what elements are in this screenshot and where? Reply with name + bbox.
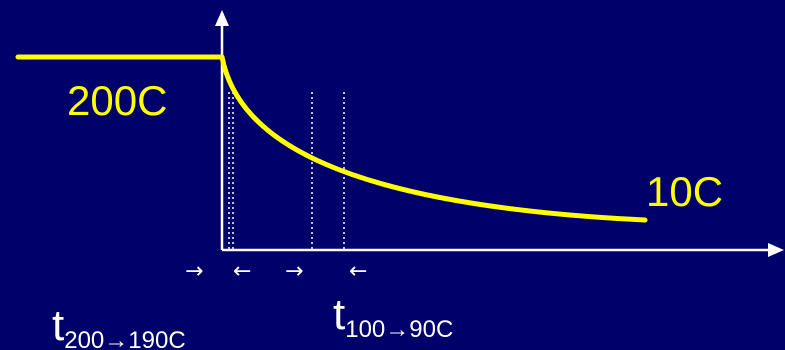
interval-1-subscript: 200→190C xyxy=(64,327,185,350)
interval-2-annotation: t100→90C xyxy=(333,290,453,343)
interval-1-left-arrow: ← xyxy=(233,259,251,284)
interval-2-base: t xyxy=(333,290,345,339)
initial-temp-label: 200C xyxy=(67,77,167,124)
interval-1-base: t xyxy=(52,301,64,350)
final-temp-label: 10C xyxy=(646,168,723,215)
interval-2-right-arrow: → xyxy=(285,259,303,284)
arrow-right-icon xyxy=(768,243,784,257)
arrow-up-icon xyxy=(215,10,229,26)
interval-1-right-arrow: → xyxy=(185,259,203,284)
interval-2-subscript: 100→90C xyxy=(345,316,453,343)
temperature-curve xyxy=(15,54,648,223)
interval-2-left-arrow: ← xyxy=(349,259,367,284)
interval-1-annotation: t200→190C xyxy=(52,301,186,350)
